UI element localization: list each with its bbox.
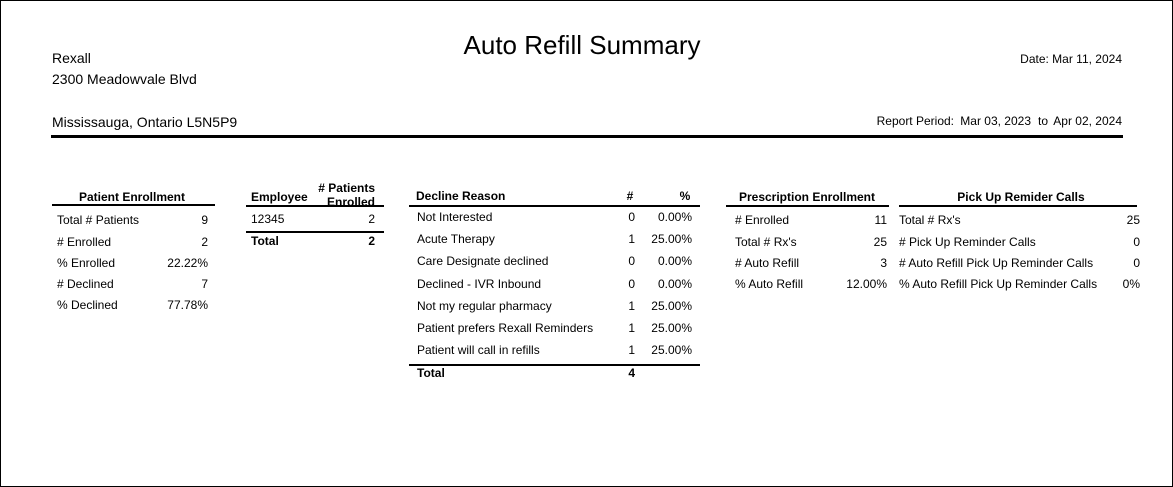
cell: 25.00%: [651, 298, 692, 313]
column-header: %: [679, 189, 691, 203]
header-rule: [51, 135, 1123, 138]
city: Mississauga, Ontario L5N5P9: [52, 114, 238, 130]
cell: Patient prefers Rexall Reminders: [417, 321, 594, 335]
row-label: # Pick Up Reminder Calls: [899, 235, 1036, 249]
column-header: #: [626, 189, 634, 203]
row-value: 12.00%: [846, 277, 887, 291]
row-value: 25: [1126, 213, 1140, 227]
table-rule: [899, 205, 1137, 207]
column-header: Decline Reason: [416, 189, 506, 203]
cell: 1: [628, 232, 635, 247]
column-header: Employee: [251, 190, 308, 204]
row-label: % Declined: [57, 298, 118, 312]
period-to: to: [1037, 114, 1048, 128]
table-title: Prescription Enrollment: [738, 190, 876, 204]
cell: Patient will call in refills: [417, 343, 540, 358]
table-rule: [246, 205, 384, 207]
row-value: 9: [201, 213, 208, 227]
column-header: # Patients Enrolled: [318, 181, 375, 209]
row-label: % Auto Refill: [735, 277, 804, 291]
table-rule: [726, 205, 889, 207]
cell: Not Interested: [417, 210, 493, 224]
row-label: Total # Rx's: [735, 235, 797, 249]
cell: 2: [368, 212, 375, 226]
table-title: Patient Enrollment: [78, 190, 186, 204]
cell: Declined - IVR Inbound: [417, 276, 542, 291]
row-value: 7: [201, 277, 208, 291]
row-value: 0: [1133, 256, 1140, 270]
cell: Acute Therapy: [417, 232, 495, 247]
row-label: # Declined: [57, 277, 114, 291]
row-label: % Auto Refill Pick Up Reminder Calls: [899, 277, 1098, 291]
row-value: 22.22%: [167, 256, 208, 270]
cell: Not my regular pharmacy: [417, 298, 552, 313]
table-rule: [52, 204, 215, 206]
row-value: 0: [1133, 235, 1140, 249]
cell: 12345: [251, 212, 285, 226]
row-label: Total # Rx's: [899, 213, 961, 227]
row-value: 11: [874, 213, 887, 227]
cell: 1: [628, 321, 635, 335]
row-value: 2: [201, 235, 208, 249]
row-label: % Enrolled: [57, 256, 116, 270]
row-value: 0%: [1122, 277, 1140, 291]
cell: 0: [628, 276, 635, 291]
cell: 0.00%: [657, 276, 692, 291]
period-start: Mar 03, 2023: [960, 114, 1031, 128]
cell: 0.00%: [657, 210, 692, 224]
row-value: 77.78%: [167, 298, 208, 312]
row-value: 3: [880, 256, 887, 270]
report-date: Date: Mar 11, 2024: [1020, 52, 1122, 66]
table-rule: [409, 205, 700, 207]
cell: 0: [628, 210, 635, 224]
total-label: Total: [251, 234, 279, 248]
report-title: Auto Refill Summary: [463, 30, 701, 60]
row-label: # Enrolled: [735, 213, 790, 227]
table-rule: [246, 231, 384, 233]
row-label: Total # Patients: [57, 213, 140, 227]
row-label: # Auto Refill: [735, 256, 800, 270]
cell: 25.00%: [651, 321, 692, 335]
total-value: 2: [368, 234, 375, 248]
cell: 1: [628, 298, 635, 313]
cell: 1: [628, 343, 635, 358]
row-label: # Auto Refill Pick Up Reminder Calls: [899, 256, 1094, 270]
cell: 25.00%: [651, 232, 692, 247]
company: Rexall: [52, 50, 91, 66]
address: 2300 Meadowvale Blvd: [52, 71, 197, 87]
cell: 25.00%: [651, 343, 692, 358]
row-label: # Enrolled: [57, 235, 112, 249]
period-end: Apr 02, 2024: [1053, 114, 1122, 128]
cell: Care Designate declined: [417, 254, 549, 269]
cell: 0: [628, 254, 635, 269]
cell: 0.00%: [657, 254, 692, 269]
table-rule: [409, 364, 700, 366]
period-label: Report Period:: [876, 114, 954, 128]
row-value: 25: [873, 235, 887, 249]
total-label: Total: [417, 366, 445, 380]
total-value: 4: [628, 366, 635, 380]
table-title: Pick Up Remider Calls: [957, 190, 1085, 204]
